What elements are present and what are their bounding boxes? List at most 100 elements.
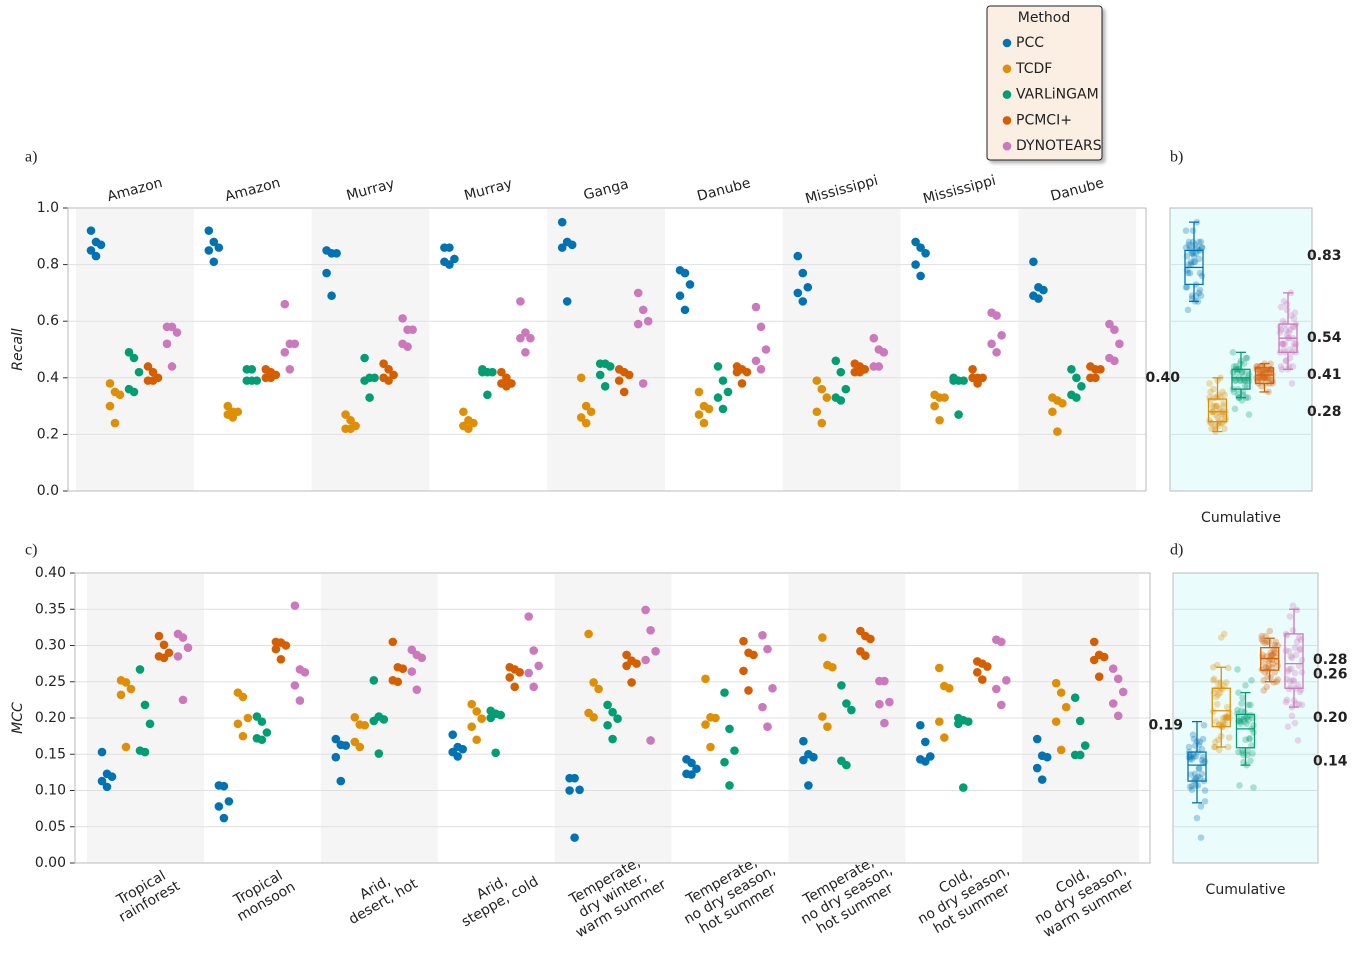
pooled-point: [1263, 683, 1271, 691]
point: [706, 742, 715, 752]
pooled-point: [1266, 368, 1273, 376]
pooled-point: [1296, 646, 1304, 654]
point: [290, 339, 300, 349]
pooled-point: [1229, 368, 1237, 376]
pooled-point: [1224, 743, 1232, 751]
point: [875, 699, 884, 709]
pooled-point: [1290, 677, 1298, 685]
pooled-point: [1294, 737, 1302, 744]
pooled-point: [1196, 286, 1204, 294]
pooled-point: [1245, 716, 1252, 724]
point: [448, 730, 458, 739]
point: [742, 367, 752, 377]
point: [586, 407, 596, 417]
pooled-point: [1280, 346, 1288, 353]
point: [940, 733, 949, 742]
y-tick-label: 0.2: [37, 426, 59, 442]
point: [467, 722, 477, 731]
point: [121, 742, 131, 752]
point: [346, 415, 355, 425]
y-tick-label: 0.4: [37, 370, 59, 386]
pooled-point: [1212, 411, 1219, 418]
point: [997, 331, 1006, 340]
point: [949, 376, 958, 385]
pooled-point: [1213, 700, 1221, 708]
pooled-point: [1201, 798, 1209, 805]
panel-label: b): [1170, 149, 1183, 166]
point: [178, 633, 188, 642]
pooled-point: [1289, 626, 1297, 634]
point: [842, 699, 851, 708]
point: [521, 328, 530, 337]
point: [271, 644, 281, 654]
point: [183, 643, 193, 652]
point: [228, 413, 238, 422]
point: [869, 333, 879, 343]
pooled-point: [1250, 784, 1257, 791]
point: [370, 373, 379, 383]
point: [167, 322, 177, 332]
band: [1018, 209, 1137, 491]
pooled-point: [1198, 244, 1206, 251]
point: [257, 735, 267, 745]
point: [346, 424, 355, 434]
point: [521, 348, 530, 357]
point: [940, 393, 949, 402]
pooled-point: [1284, 723, 1292, 730]
pooled-point: [1195, 764, 1203, 772]
pooled-point: [1211, 738, 1219, 746]
point: [935, 717, 944, 726]
point: [1056, 745, 1066, 755]
point: [1053, 427, 1062, 436]
box: [1254, 367, 1275, 385]
point: [874, 362, 884, 371]
point: [605, 362, 615, 371]
point: [1105, 319, 1114, 329]
point: [486, 713, 496, 723]
pooled-point: [1225, 734, 1233, 741]
pooled-point: [1285, 685, 1293, 693]
pooled-point: [1243, 354, 1251, 362]
point: [247, 376, 257, 385]
point: [162, 339, 172, 349]
box: [1284, 633, 1304, 689]
point: [641, 655, 650, 665]
pooled-point: [1263, 374, 1270, 382]
pooled-point: [1188, 786, 1196, 794]
point: [129, 353, 139, 363]
pooled-point: [1242, 354, 1250, 362]
point: [1048, 407, 1057, 417]
pooled-point: [1255, 374, 1262, 382]
point: [257, 717, 267, 726]
point: [516, 333, 525, 343]
pooled-point: [1243, 377, 1251, 384]
point: [529, 682, 538, 692]
pooled-point: [1220, 399, 1227, 407]
pooled-point: [1236, 377, 1244, 384]
pooled-point: [1193, 814, 1201, 822]
pooled-point: [1241, 377, 1249, 384]
point: [911, 260, 920, 269]
point: [280, 299, 290, 309]
point: [646, 736, 655, 745]
pooled-point: [1219, 718, 1227, 725]
point: [817, 418, 827, 428]
point: [680, 305, 690, 315]
point: [751, 302, 761, 312]
pooled-point: [1184, 269, 1192, 277]
pooled-point: [1238, 707, 1245, 715]
point: [812, 376, 822, 385]
pooled-point: [1201, 787, 1209, 794]
median-label: 0.26: [1313, 667, 1348, 683]
point: [978, 373, 987, 383]
legend-marker: [1002, 64, 1012, 74]
point: [603, 700, 612, 710]
pooled-point: [1198, 272, 1206, 280]
point: [627, 678, 636, 687]
point: [379, 359, 388, 368]
pooled-point: [1234, 391, 1242, 399]
pooled-point: [1282, 647, 1290, 654]
pooled-point: [1286, 326, 1294, 333]
pooled-point: [1267, 366, 1274, 373]
